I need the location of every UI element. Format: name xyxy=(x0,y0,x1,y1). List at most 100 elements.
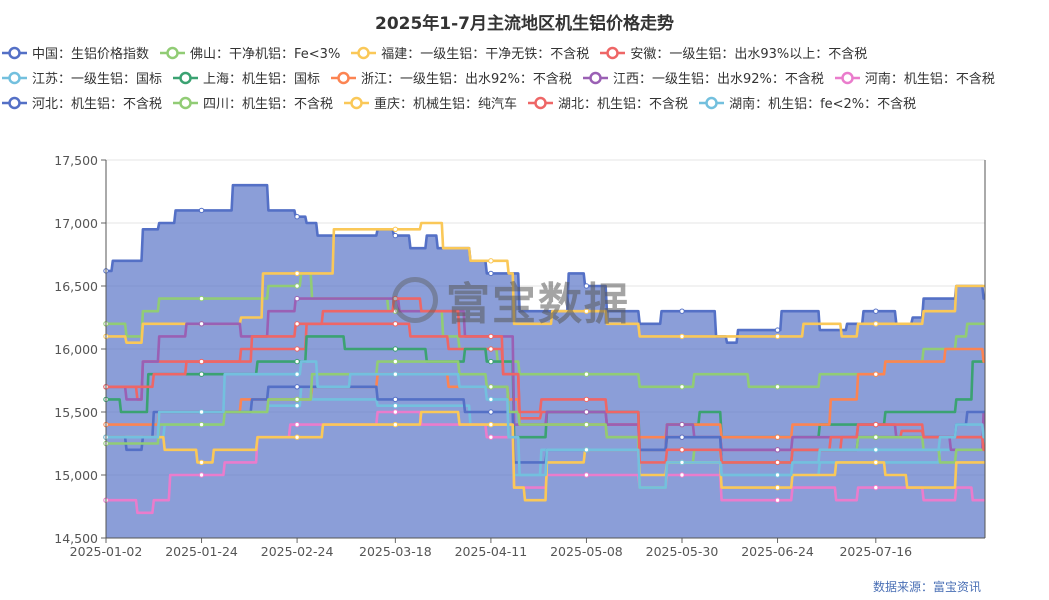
series-7-point xyxy=(294,295,300,302)
series-8-point xyxy=(873,484,879,491)
series-3-point xyxy=(488,346,494,352)
series-9-point xyxy=(488,409,494,415)
legend-row: 中国：生铝价格指数 佛山：干净机铝：Fe<3% 福建：一级生铝：干净无铁：不含税 安徽… xyxy=(2,40,1048,65)
watermark: 富宝数据 xyxy=(392,268,630,332)
legend-label: 四川：机生铝：不含税 xyxy=(203,97,334,112)
axes: 14,500 15,000 15,500 16,000 16,500 17,000 17,5… xyxy=(54,153,986,559)
legend-label: 江西：一级生铝：出水92%：不含税 xyxy=(612,72,824,87)
series-8-point xyxy=(198,472,205,478)
legend-marker-icon xyxy=(2,96,27,109)
legend-item[interactable]: 湖南：机生铝：fe<2%：不含税 xyxy=(699,93,916,112)
legend-label: 中国：生铝价格指数 xyxy=(32,47,150,62)
series-13-point xyxy=(873,447,879,453)
series-11-line xyxy=(106,410,985,502)
series-5-point xyxy=(488,358,494,365)
legend-item[interactable]: 中国：生铝价格指数 xyxy=(2,43,149,62)
series-9-point xyxy=(392,396,399,403)
x-tick-label: 2025-03-18 xyxy=(359,544,432,559)
legend-row: 河北：机生铝：不含税 四川：机生铝：不含税 重庆：机械生铝：纯汽车 湖北：机生铝：不含… xyxy=(2,90,1048,115)
x-tick-label: 2025-01-24 xyxy=(165,544,238,559)
series-9-point xyxy=(679,434,685,440)
series-8-point xyxy=(294,421,300,428)
legend-item[interactable]: 四川：机生铝：不含税 xyxy=(173,93,333,112)
series-2-point xyxy=(392,226,399,233)
series-5-point xyxy=(294,358,300,365)
legend-item[interactable]: 重庆：机械生铝：纯汽车 xyxy=(344,93,517,112)
legend-label: 重庆：机械生铝：纯汽车 xyxy=(374,97,518,112)
legend-item[interactable]: 安徽：一级生铝：出水93%以上：不含税 xyxy=(600,43,867,62)
y-tick-label: 17,500 xyxy=(54,153,98,168)
legend-label: 佛山：干净机铝：Fe<3% xyxy=(190,47,341,62)
legend-row: 江苏：一级生铝：国标 上海：机生铝：国标 浙江：一级生铝：出水92%：不含税 江西：一… xyxy=(2,65,1048,90)
series-1-point xyxy=(294,283,300,289)
y-tick-label: 15,000 xyxy=(54,468,98,483)
series-13-point xyxy=(679,459,685,466)
series-13-line xyxy=(106,360,985,489)
series-7-point xyxy=(198,321,205,327)
series-lines xyxy=(103,183,985,515)
series-0-point xyxy=(392,232,399,239)
series-11-point xyxy=(873,459,879,466)
series-2-point xyxy=(873,321,879,327)
source-note: 数据来源：富宝资讯 xyxy=(872,580,981,594)
legend-label: 安徽：一级生铝：出水93%以上：不含税 xyxy=(630,47,868,62)
legend-marker-icon xyxy=(173,71,199,84)
series-0-point xyxy=(488,270,494,277)
legend-item[interactable]: 河北：机生铝：不含税 xyxy=(2,93,162,112)
series-5-point xyxy=(392,346,399,352)
series-12-point xyxy=(679,447,685,453)
series-8-point xyxy=(392,409,399,415)
legend-marker-icon xyxy=(351,46,377,59)
legend-item[interactable]: 福建：一级生铝：干净无铁：不含税 xyxy=(351,43,589,62)
series-0-point xyxy=(294,214,300,220)
series-9-point xyxy=(294,384,300,390)
legend-label: 湖南：机生铝：fe<2%：不含税 xyxy=(729,97,917,112)
watermark-logo-icon xyxy=(392,277,438,323)
x-tick-label: 2025-05-08 xyxy=(550,544,623,559)
series-10-point xyxy=(488,384,494,390)
x-tick-label: 2025-06-24 xyxy=(741,544,814,559)
legend-item[interactable]: 上海：机生铝：国标 xyxy=(173,68,320,87)
legend-label: 江苏：一级生铝：国标 xyxy=(32,72,163,87)
series-2-line xyxy=(106,221,985,344)
series-12-point xyxy=(583,396,590,403)
legend-item[interactable]: 湖北：机生铝：不含税 xyxy=(528,93,688,112)
x-tick-label: 2025-04-11 xyxy=(455,544,528,559)
legend-label: 上海：机生铝：国标 xyxy=(203,72,321,87)
series-3-point xyxy=(294,346,300,352)
series-12-point xyxy=(198,358,205,365)
legend-item[interactable]: 河南：机生铝：不含税 xyxy=(834,68,995,87)
legend-item[interactable]: 佛山：干净机铝：Fe<3% xyxy=(160,43,340,62)
legend-item[interactable]: 浙江：一级生铝：出水92%：不含税 xyxy=(331,68,572,87)
y-tick-label: 17,000 xyxy=(54,216,98,231)
series-12-line xyxy=(106,297,985,464)
series-1-point xyxy=(198,295,205,302)
series-12-point xyxy=(294,321,300,327)
series-1-point xyxy=(774,384,781,390)
series-6-point xyxy=(873,371,879,377)
series-8-point xyxy=(583,472,590,478)
legend-marker-icon xyxy=(834,71,860,84)
series-2-point xyxy=(583,308,590,314)
legend-item[interactable]: 江苏：一级生铝：国标 xyxy=(2,68,162,87)
legend-label: 河北：机生铝：不含税 xyxy=(32,97,163,112)
y-tick-label: 15,500 xyxy=(54,405,98,420)
series-1-point xyxy=(583,371,590,377)
series-10-point xyxy=(198,421,205,428)
series-13-point xyxy=(774,472,781,478)
y-tick-label: 16,500 xyxy=(54,279,98,294)
legend-marker-icon xyxy=(2,71,27,84)
legend-marker-icon xyxy=(699,96,725,109)
series-12-point xyxy=(774,459,781,466)
series-5-point xyxy=(198,371,205,377)
chart-legend: 中国：生铝价格指数 佛山：干净机铝：Fe<3% 福建：一级生铝：干净无铁：不含税 安徽… xyxy=(2,40,1048,115)
legend-marker-icon xyxy=(160,46,186,59)
series-0-point xyxy=(198,207,205,214)
legend-item[interactable]: 江西：一级生铝：出水92%：不含税 xyxy=(582,68,824,87)
series-8-point xyxy=(679,472,685,478)
legend-label: 河南：机生铝：不含税 xyxy=(864,72,995,87)
series-2-point xyxy=(679,333,685,340)
series-12-point xyxy=(873,421,879,428)
legend-marker-icon xyxy=(2,46,27,59)
